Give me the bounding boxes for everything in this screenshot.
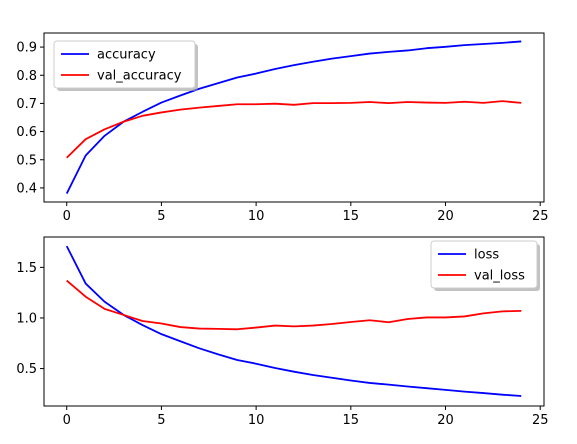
subplot-1: 0 5 10 15 20 25 0.4 0.5 0.6 0.7 0.8 0.9 accuracy val_…: [16, 32, 549, 224]
legend-label-loss: loss: [474, 248, 499, 263]
x-tick-label: 25: [532, 209, 549, 224]
series-line-loss: [65, 245, 522, 397]
series-line-accuracy: [65, 40, 522, 194]
axes-frame: [43, 32, 545, 203]
legend-label-val-loss: val_loss: [474, 269, 525, 284]
x-tick-label: 0: [63, 413, 71, 428]
y-tick-label: 1.5: [16, 261, 37, 276]
y-tick-label: 0.6: [16, 125, 37, 140]
x-tick-label: 15: [343, 413, 360, 428]
x-tick-label: 10: [248, 413, 265, 428]
y-tick-label: 0.4: [16, 181, 37, 196]
y-tick-label: 0.5: [16, 153, 37, 168]
series-line-val-loss: [66, 279, 522, 331]
subplot-2: 0 5 10 15 20 25 0.5 1.0 1.5 loss val_loss: [16, 236, 549, 428]
y-tick-label: 0.9: [16, 41, 37, 56]
x-tick-label: 20: [437, 413, 454, 428]
y-tick-label: 0.5: [16, 362, 37, 377]
y-tick-label: 0.8: [16, 69, 37, 84]
legend-box: [430, 240, 538, 289]
x-tick-label: 20: [437, 209, 454, 224]
x-tick-label: 10: [248, 209, 265, 224]
axes-frame: [43, 236, 545, 407]
y-tick-label: 1.0: [16, 311, 37, 326]
x-tick-label: 0: [63, 209, 71, 224]
x-tick-label: 5: [157, 413, 165, 428]
y-tick-label: 0.7: [16, 97, 37, 112]
legend-box: [53, 40, 196, 89]
series-line-val-accuracy: [66, 100, 522, 159]
x-tick-label: 5: [157, 209, 165, 224]
legend-label-val-accuracy: val_accuracy: [97, 69, 182, 84]
legend-label-accuracy: accuracy: [97, 48, 156, 63]
x-tick-label: 25: [532, 413, 549, 428]
x-tick-label: 15: [343, 209, 360, 224]
